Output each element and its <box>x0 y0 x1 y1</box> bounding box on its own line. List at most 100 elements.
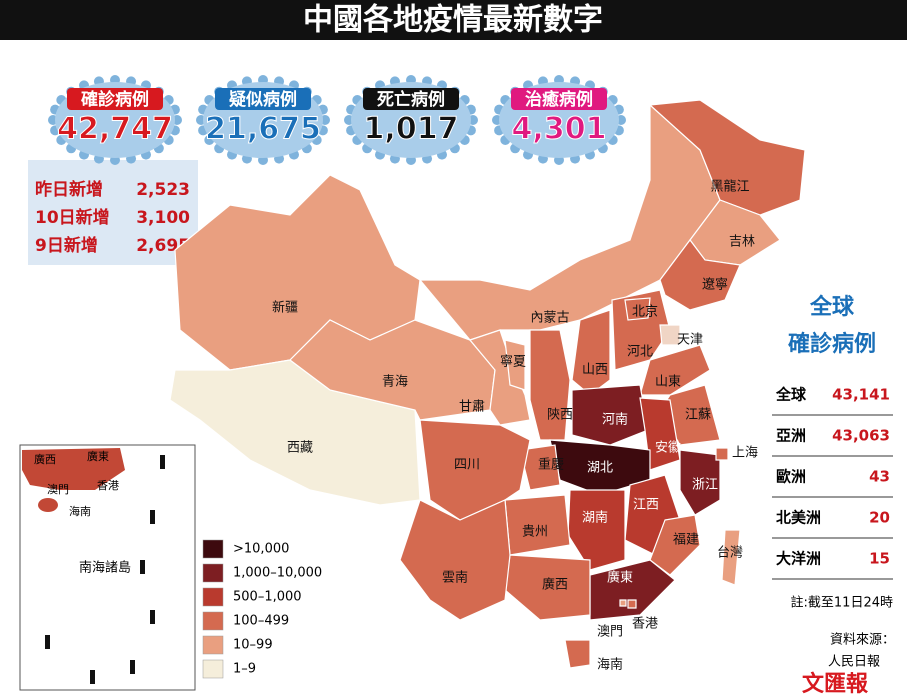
legend-swatch <box>202 635 224 655</box>
inset-label: 海南 <box>69 504 91 518</box>
province <box>639 344 711 396</box>
province <box>624 297 651 321</box>
province <box>649 514 701 576</box>
province-label: 江蘇 <box>685 408 711 423</box>
source-name: 人民日報 <box>828 655 880 670</box>
region-name: 北美洲 <box>776 509 821 527</box>
inset-hainan <box>38 498 58 512</box>
province <box>504 339 526 391</box>
province-label: 西藏 <box>287 441 313 456</box>
province-label: 黑龍江 <box>710 179 749 195</box>
region-count: 43 <box>869 468 890 486</box>
stat-label-bg <box>511 88 607 110</box>
province-label: 山東 <box>655 374 681 390</box>
province-label: 湖北 <box>587 461 613 476</box>
province <box>529 329 571 441</box>
nine-dash <box>150 610 155 624</box>
province <box>721 529 741 586</box>
daily-panel <box>28 160 198 265</box>
inset-land <box>22 448 125 490</box>
inset-label: 廣西 <box>34 452 56 466</box>
nine-dash <box>150 510 155 524</box>
province-label: 吉林 <box>729 235 755 250</box>
province <box>659 324 681 346</box>
legend-label: >10,000 <box>233 542 289 557</box>
province <box>679 449 721 516</box>
nine-dash <box>90 670 95 684</box>
province <box>659 239 741 311</box>
province <box>571 309 611 396</box>
province-label: 陝西 <box>547 407 573 423</box>
stat-label: 疑似病例 <box>229 89 297 110</box>
province <box>648 99 806 216</box>
region-name: 大洋洲 <box>776 550 821 568</box>
province-label: 貴州 <box>522 525 548 540</box>
region-count: 43,063 <box>832 427 890 445</box>
province-label: 四川 <box>454 458 480 473</box>
legend-swatch <box>202 563 224 583</box>
global-table <box>770 375 895 580</box>
province-label: 北京 <box>632 305 658 320</box>
province-label: 澳門 <box>597 624 623 640</box>
province-label: 福建 <box>673 533 699 548</box>
region-count: 20 <box>869 509 890 527</box>
province-label: 寧夏 <box>500 354 526 370</box>
province-label: 甘肅 <box>459 399 485 415</box>
province-label: 江西 <box>633 498 659 513</box>
inset-title: 南海諸島 <box>79 560 131 576</box>
province-label: 安徽 <box>655 441 681 456</box>
stat-value: 4,301 <box>512 112 607 147</box>
province-label: 海南 <box>597 657 623 673</box>
stat-label: 治癒病例 <box>525 89 593 110</box>
nine-dash <box>45 635 50 649</box>
daily-value: 2,523 <box>136 180 190 200</box>
province-label: 台灣 <box>717 546 743 561</box>
province-label: 廣東 <box>607 570 633 586</box>
inset-label: 香港 <box>97 479 119 492</box>
province <box>567 489 626 571</box>
nine-dash <box>160 455 165 469</box>
global-title: 全球 <box>809 294 855 320</box>
nine-dash <box>140 560 145 574</box>
province <box>519 444 561 491</box>
stat-label: 死亡病例 <box>377 89 445 110</box>
stat-value: 1,017 <box>364 112 459 147</box>
province <box>715 447 729 461</box>
region-name: 全球 <box>775 386 807 404</box>
legend-label: 1,000–10,000 <box>233 566 322 581</box>
inset-label: 澳門 <box>47 483 69 496</box>
nine-dash <box>130 660 135 674</box>
province-label: 河南 <box>602 412 628 428</box>
legend-label: 500–1,000 <box>233 590 302 605</box>
global-title: 確診病例 <box>788 331 876 357</box>
legend-swatch <box>202 539 224 559</box>
province <box>571 384 649 446</box>
region-name: 亞洲 <box>776 427 806 445</box>
source-label: 資料來源： <box>830 633 895 648</box>
note: 註:截至11日24時 <box>791 596 893 611</box>
province <box>169 359 421 506</box>
province <box>619 599 627 607</box>
legend-label: 10–99 <box>233 638 273 653</box>
legend-swatch <box>202 587 224 607</box>
daily-label: 昨日新增 <box>35 179 103 200</box>
province-label: 青海 <box>382 375 408 390</box>
province-label: 天津 <box>677 333 703 348</box>
daily-value: 3,100 <box>136 208 190 228</box>
region-count: 43,141 <box>832 386 890 404</box>
province-label: 重慶 <box>538 457 564 473</box>
province <box>419 419 531 521</box>
province-label: 河北 <box>627 345 653 360</box>
legend-label: 100–499 <box>233 614 289 629</box>
stat-value: 21,675 <box>205 112 321 147</box>
province-label: 湖南 <box>582 510 608 526</box>
region-name: 歐洲 <box>776 468 806 486</box>
daily-label: 10日新增 <box>35 207 110 228</box>
inset-label: 廣東 <box>87 449 109 463</box>
legend-swatch <box>202 659 224 679</box>
stat-value: 42,747 <box>57 112 173 147</box>
province <box>468 329 531 426</box>
province <box>564 639 591 669</box>
